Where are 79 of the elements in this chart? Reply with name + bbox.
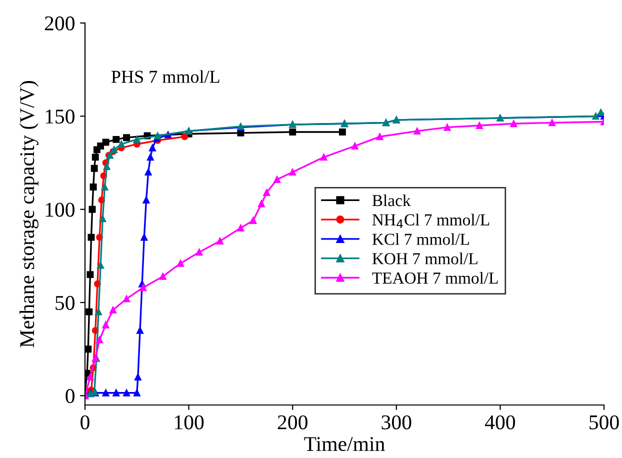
point	[216, 238, 224, 244]
point	[274, 176, 281, 183]
point	[592, 112, 600, 120]
point	[123, 134, 130, 142]
point	[92, 154, 99, 161]
point	[102, 389, 110, 396]
point	[88, 206, 96, 213]
point	[140, 284, 147, 292]
point	[112, 136, 120, 143]
point	[90, 184, 97, 190]
legend-label: KCl 7 mmol/L	[372, 233, 470, 245]
point	[102, 138, 110, 146]
point	[112, 389, 120, 396]
point	[258, 200, 265, 208]
point	[237, 224, 244, 232]
legend-label: Black	[372, 194, 411, 206]
point	[86, 271, 94, 278]
legend-label: NH$_{4}$Cl 7 mmol/L	[372, 214, 490, 228]
x-tick-label: 0	[80, 415, 90, 430]
point	[376, 133, 384, 140]
point	[148, 144, 156, 152]
y-tick-label: 200	[44, 16, 74, 30]
y-tick-label: 100	[46, 202, 74, 217]
point	[263, 189, 270, 196]
point	[88, 234, 95, 241]
point	[177, 260, 184, 267]
point	[338, 128, 346, 136]
point	[289, 128, 296, 136]
legend-label: KOH 7 mmol/L	[372, 252, 478, 264]
point	[510, 120, 518, 128]
x-axis-title: Time/min	[304, 437, 385, 452]
point	[90, 164, 98, 172]
point	[289, 168, 296, 176]
point	[320, 154, 328, 161]
point	[86, 308, 93, 316]
point	[101, 184, 108, 190]
annotation: PHS 7 mmol/L	[111, 70, 220, 83]
point	[95, 308, 102, 316]
point	[99, 215, 106, 222]
point	[133, 136, 140, 143]
point	[123, 389, 130, 396]
point	[96, 336, 104, 344]
point	[133, 389, 140, 396]
y-tick-label: 150	[46, 110, 74, 124]
point	[250, 217, 257, 224]
point	[134, 374, 142, 381]
point	[351, 142, 358, 150]
point	[110, 306, 116, 314]
point	[597, 108, 604, 116]
point	[123, 295, 130, 302]
point	[140, 234, 148, 241]
point	[146, 154, 154, 161]
point	[97, 142, 104, 150]
x-tick-label: 100	[175, 415, 204, 430]
point	[118, 140, 125, 148]
x-tick-label: 400	[484, 415, 516, 430]
point	[444, 124, 451, 131]
point	[136, 326, 144, 334]
y-axis-title: Methane storage capacity (V/V)	[20, 81, 38, 348]
point	[476, 122, 483, 129]
point	[144, 168, 152, 176]
x-tick-label: 200	[278, 415, 308, 430]
point	[181, 133, 188, 140]
x-tick-label: 300	[382, 415, 412, 430]
point	[414, 128, 421, 135]
point	[102, 321, 110, 328]
y-tick-label: 0	[66, 389, 74, 404]
y-tick-label: 50	[56, 296, 74, 310]
point	[159, 272, 166, 280]
point	[142, 196, 150, 204]
point	[97, 262, 104, 269]
x-tick-label: 500	[590, 415, 619, 430]
legend-label: TEAOH 7 mmol/L	[372, 272, 498, 284]
point	[103, 163, 110, 170]
point	[86, 374, 94, 381]
point	[196, 248, 203, 256]
point	[548, 119, 556, 126]
point	[154, 132, 162, 140]
point	[85, 346, 92, 353]
